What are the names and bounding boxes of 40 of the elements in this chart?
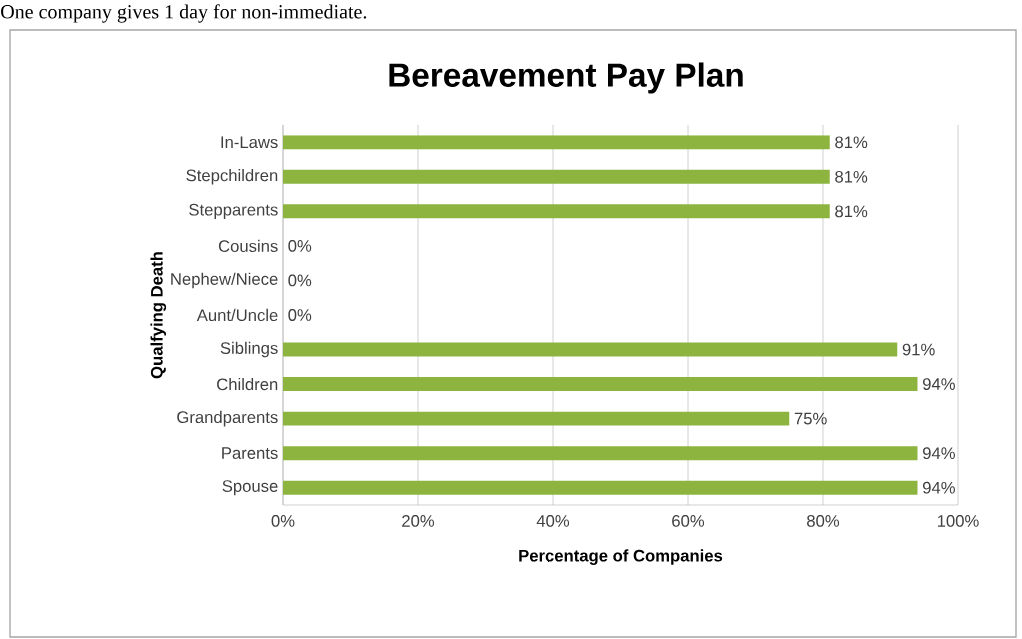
bar — [283, 411, 790, 426]
y-tick-label: Parents — [222, 447, 278, 459]
x-tick-label: 80% — [807, 515, 840, 527]
bar — [283, 169, 830, 184]
data-label: 81% — [835, 205, 868, 218]
y-tick-label: Siblings — [220, 341, 278, 358]
y-tick-label: Stepchildren — [186, 169, 278, 185]
data-label: 81% — [835, 136, 868, 149]
x-tick-label: 20% — [402, 515, 435, 527]
y-tick-label: Stepparents — [189, 203, 278, 219]
bar — [283, 480, 918, 495]
x-tick-label: 40% — [536, 515, 570, 527]
y-tick-label: Nephew/Niece — [171, 272, 278, 289]
bar — [283, 342, 898, 357]
bar — [283, 377, 918, 392]
y-tick-label: Aunt/Uncle — [196, 308, 278, 322]
data-label: 0% — [288, 274, 312, 287]
text: One company gives 1 day for non-immediate. — [1, 4, 367, 23]
y-tick-label: Cousins — [218, 239, 278, 253]
data-label: 0% — [288, 240, 312, 252]
y-tick-label: Grandparents — [177, 410, 278, 427]
y-axis-title: Qualfying Death — [150, 252, 167, 379]
data-label: 0% — [288, 309, 312, 321]
chart-title: Bereavement Pay Plan — [389, 62, 743, 94]
bar — [283, 135, 830, 150]
data-label: 91% — [902, 343, 935, 356]
y-tick-label: Spouse — [222, 480, 278, 496]
bar — [283, 446, 918, 461]
data-label: 94% — [922, 481, 955, 494]
bar — [283, 204, 830, 219]
x-tick-label: 0% — [271, 515, 295, 527]
data-label: 81% — [835, 170, 868, 183]
x-axis-title: Percentage of Companies — [519, 549, 723, 565]
x-tick-label: 60% — [672, 515, 705, 527]
y-tick-label: In-Laws — [221, 136, 278, 149]
data-label: 75% — [794, 412, 827, 425]
x-tick-label: 100% — [937, 515, 979, 527]
y-tick-label: Children — [217, 377, 278, 391]
data-label: 94% — [922, 378, 955, 390]
data-label: 94% — [922, 447, 955, 460]
